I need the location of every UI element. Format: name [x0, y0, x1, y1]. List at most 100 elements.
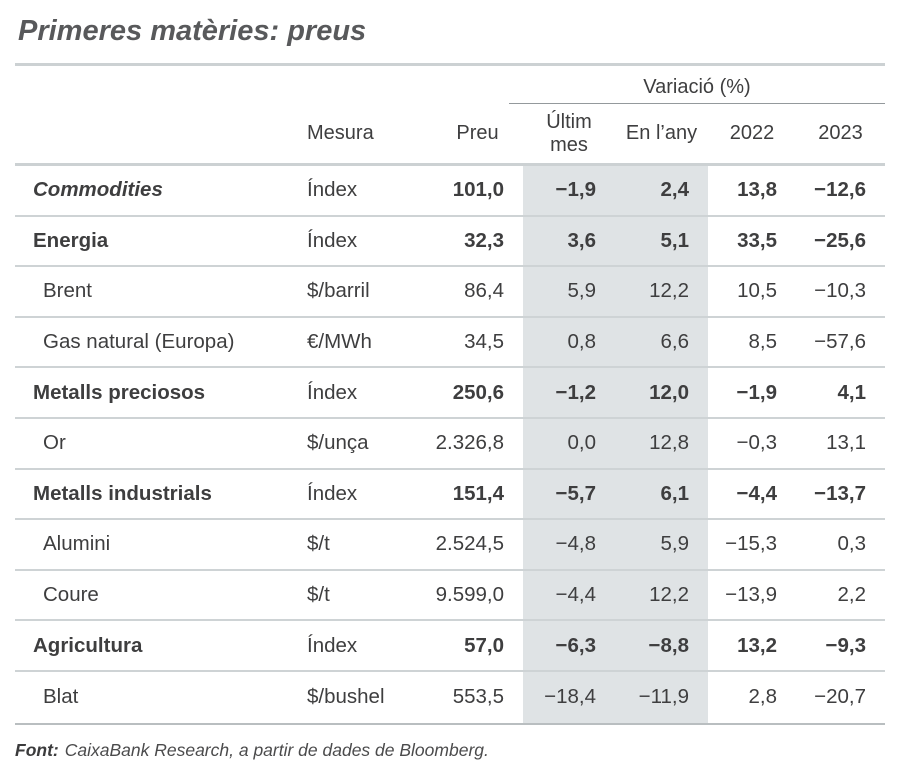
cell-2022: 13,2 — [737, 633, 777, 657]
cell-2023: −10,3 — [814, 279, 866, 303]
table-row-energia: Energia Índex 32,3 3,6 5,1 33,5 −25,6 — [15, 216, 885, 268]
cell-mesura: $/t — [307, 532, 330, 556]
table-row-commodities: Commodities Índex 101,0 −1,9 2,4 13,8 −1… — [15, 166, 885, 217]
cell-2022: −13,9 — [725, 583, 777, 607]
cell-2023: 4,1 — [837, 380, 867, 404]
table-header: Variació (%) Mesura Preu Últim mes En l’… — [15, 66, 885, 166]
cell-preu: 34,5 — [464, 330, 504, 354]
column-header-2022: 2022 — [729, 122, 775, 144]
cell-mesura: $/unça — [307, 431, 369, 455]
cell-2023: 0,3 — [837, 532, 867, 556]
cell-label: Or — [43, 431, 66, 455]
table-row-blat: Blat $/bushel 553,5 −18,4 −11,9 2,8 −20,… — [15, 671, 885, 723]
cell-en-lany: −11,9 — [615, 671, 708, 723]
column-header-preu: Preu — [456, 122, 499, 144]
cell-ultim-mes: −18,4 — [523, 671, 615, 723]
column-header-ultim-mes-label: Últim mes — [546, 110, 592, 156]
cell-label: Coure — [43, 583, 99, 607]
cell-ultim-mes: 0,0 — [523, 418, 615, 468]
cell-2023: −12,6 — [814, 178, 866, 202]
cell-mesura: $/bushel — [307, 685, 385, 709]
cell-en-lany: 6,6 — [615, 317, 708, 367]
table-body: Commodities Índex 101,0 −1,9 2,4 13,8 −1… — [15, 166, 885, 725]
cell-ultim-mes: −1,9 — [523, 166, 615, 215]
cell-mesura: Índex — [307, 380, 358, 404]
cell-mesura: Índex — [307, 228, 358, 252]
table-row-alumini: Alumini $/t 2.524,5 −4,8 5,9 −15,3 0,3 — [15, 520, 885, 571]
cell-2022: 8,5 — [748, 330, 778, 354]
cell-ultim-mes: −4,8 — [523, 520, 615, 569]
cell-en-lany: 12,0 — [615, 368, 708, 417]
cell-en-lany: 5,9 — [615, 520, 708, 569]
column-header-ultim-mes: Últim mes — [523, 104, 615, 163]
table-row-metalls-preciosos: Metalls preciosos Índex 250,6 −1,2 12,0 … — [15, 368, 885, 419]
cell-ultim-mes: 0,8 — [523, 317, 615, 367]
cell-ultim-mes: −4,4 — [523, 570, 615, 620]
cell-preu: 32,3 — [464, 228, 504, 252]
column-group-variacio: Variació (%) — [509, 66, 885, 104]
cell-label: Gas natural (Europa) — [43, 330, 235, 354]
cell-ultim-mes: 5,9 — [523, 267, 615, 316]
cell-label: Blat — [43, 685, 79, 709]
cell-mesura: Índex — [307, 481, 358, 505]
cell-label: Brent — [43, 279, 92, 303]
source-note: Font: CaixaBank Research, a partir de dad… — [15, 740, 885, 761]
cell-label: Energia — [33, 228, 109, 252]
cell-preu: 9.599,0 — [435, 583, 504, 607]
cell-en-lany: 5,1 — [615, 216, 708, 266]
cell-2022: −15,3 — [725, 532, 777, 556]
column-header-2023: 2023 — [818, 122, 863, 144]
column-header-mesura: Mesura — [307, 122, 374, 144]
cell-preu: 250,6 — [452, 380, 504, 404]
cell-preu: 2.326,8 — [435, 431, 504, 455]
cell-preu: 553,5 — [452, 685, 504, 709]
cell-label: Commodities — [33, 178, 163, 202]
cell-2023: −9,3 — [825, 633, 866, 657]
cell-2022: −4,4 — [736, 481, 777, 505]
cell-preu: 151,4 — [452, 481, 504, 505]
cell-2023: 13,1 — [826, 431, 866, 455]
cell-mesura: Índex — [307, 633, 358, 657]
cell-2022: 33,5 — [737, 228, 777, 252]
cell-en-lany: 2,4 — [615, 166, 708, 215]
source-label: Font: — [15, 739, 59, 760]
cell-ultim-mes: 3,6 — [523, 216, 615, 266]
cell-mesura: $/barril — [307, 279, 370, 303]
table-row-or: Or $/unça 2.326,8 0,0 12,8 −0,3 13,1 — [15, 418, 885, 470]
cell-mesura: Índex — [307, 178, 358, 202]
cell-preu: 101,0 — [452, 178, 504, 202]
cell-en-lany: 6,1 — [615, 469, 708, 519]
cell-2023: −57,6 — [814, 330, 866, 354]
cell-2022: 13,8 — [737, 178, 777, 202]
cell-2022: 10,5 — [737, 279, 777, 303]
table-row-agricultura: Agricultura Índex 57,0 −6,3 −8,8 13,2 −9… — [15, 621, 885, 672]
cell-2023: −25,6 — [814, 228, 866, 252]
cell-label: Metalls industrials — [33, 481, 212, 505]
cell-ultim-mes: −6,3 — [523, 621, 615, 670]
cell-en-lany: 12,2 — [615, 267, 708, 316]
page-title: Primeres matèries: preus — [18, 15, 367, 47]
cell-2022: 2,8 — [748, 685, 778, 709]
cell-ultim-mes: −1,2 — [523, 368, 615, 417]
commodities-price-table: Variació (%) Mesura Preu Últim mes En l’… — [15, 66, 885, 725]
table-row-gas-natural: Gas natural (Europa) €/MWh 34,5 0,8 6,6 … — [15, 317, 885, 369]
table-row-brent: Brent $/barril 86,4 5,9 12,2 10,5 −10,3 — [15, 267, 885, 318]
cell-mesura: $/t — [307, 583, 330, 607]
cell-ultim-mes: −5,7 — [523, 469, 615, 519]
source-text: CaixaBank Research, a partir de dades de… — [64, 739, 489, 760]
cell-preu: 2.524,5 — [435, 532, 504, 556]
column-header-en-lany: En l’any — [625, 122, 698, 144]
cell-label: Agricultura — [33, 633, 143, 657]
cell-label: Metalls preciosos — [33, 380, 206, 404]
table-row-metalls-industrials: Metalls industrials Índex 151,4 −5,7 6,1… — [15, 469, 885, 521]
cell-en-lany: 12,2 — [615, 570, 708, 620]
cell-preu: 86,4 — [464, 279, 504, 303]
table-row-coure: Coure $/t 9.599,0 −4,4 12,2 −13,9 2,2 — [15, 570, 885, 622]
cell-en-lany: −8,8 — [615, 621, 708, 670]
title-divider — [15, 63, 885, 66]
cell-mesura: €/MWh — [307, 330, 372, 354]
cell-2023: 2,2 — [837, 583, 867, 607]
cell-2022: −1,9 — [736, 380, 777, 404]
cell-2023: −13,7 — [814, 481, 866, 505]
